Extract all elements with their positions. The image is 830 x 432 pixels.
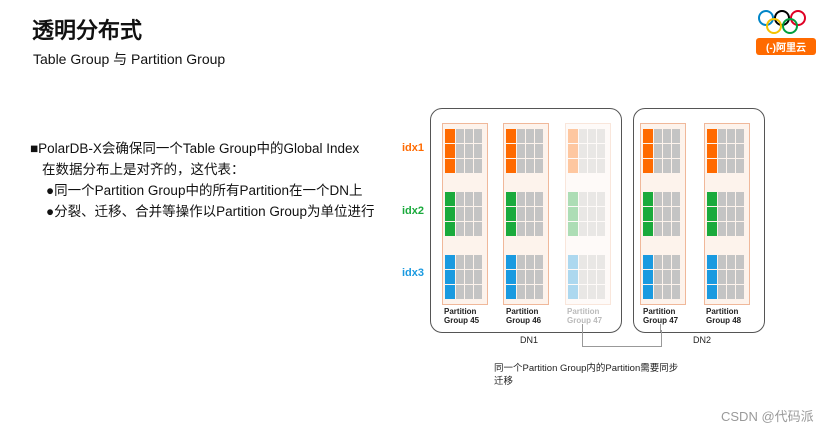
sub-bullet-2: ●分裂、迁移、合并等操作以Partition Group为单位进行 <box>46 204 375 219</box>
partition-block <box>506 255 544 300</box>
partition-block <box>707 129 745 174</box>
partition-block <box>643 129 681 174</box>
partition-block <box>568 192 606 237</box>
logo: (-)阿里云 <box>756 8 822 68</box>
partition-block <box>643 255 681 300</box>
idx3-label: idx3 <box>402 267 425 279</box>
partition-block <box>445 192 483 237</box>
olympic-rings-icon <box>758 10 806 34</box>
bullet-main: ■PolarDB-X会确保同一个Table Group中的Global Inde… <box>30 141 360 156</box>
dn1-label: DN1 <box>520 335 539 345</box>
partition-block <box>707 192 745 237</box>
sub-bullet-1: ●同一个Partition Group中的所有Partition在一个DN上 <box>46 183 363 198</box>
page-title: 透明分布式 <box>32 18 143 43</box>
idx2-label: idx2 <box>402 205 425 217</box>
pg-label-47-target: Partition Group 47 <box>643 307 679 325</box>
pg-label-46: Partition Group 46 <box>506 307 542 325</box>
partition-group-frame <box>565 123 611 305</box>
dn2-label: DN2 <box>693 335 712 345</box>
watermark: CSDN @代码派 <box>721 409 814 424</box>
pg-label-48: Partition Group 48 <box>706 307 742 325</box>
partition-block <box>568 129 606 174</box>
partition-block <box>643 192 681 237</box>
partition-block <box>506 129 544 174</box>
pg-label-47-source: Partition Group 47 <box>567 307 603 325</box>
pg-label-45: Partition Group 45 <box>444 307 480 325</box>
brand-logo-text: (-)阿里云 <box>756 38 816 55</box>
partition-block <box>707 255 745 300</box>
bullet-main-continued: 在数据分布上是对齐的，这代表： <box>42 162 245 177</box>
main-content: ■PolarDB-X会确保同一个Table Group中的Global Inde… <box>30 138 402 222</box>
migration-note: 同一个Partition Group内的Partition需要同步迁移 <box>494 363 679 387</box>
partition-block <box>506 192 544 237</box>
partition-block <box>568 255 606 300</box>
idx1-label: idx1 <box>402 142 425 154</box>
migration-bracket-right <box>660 324 661 332</box>
partition-block <box>445 129 483 174</box>
partition-block <box>445 255 483 300</box>
page-subtitle: Table Group 与 Partition Group <box>33 51 226 67</box>
migration-bracket-left <box>582 324 583 332</box>
migration-bracket <box>582 330 662 347</box>
